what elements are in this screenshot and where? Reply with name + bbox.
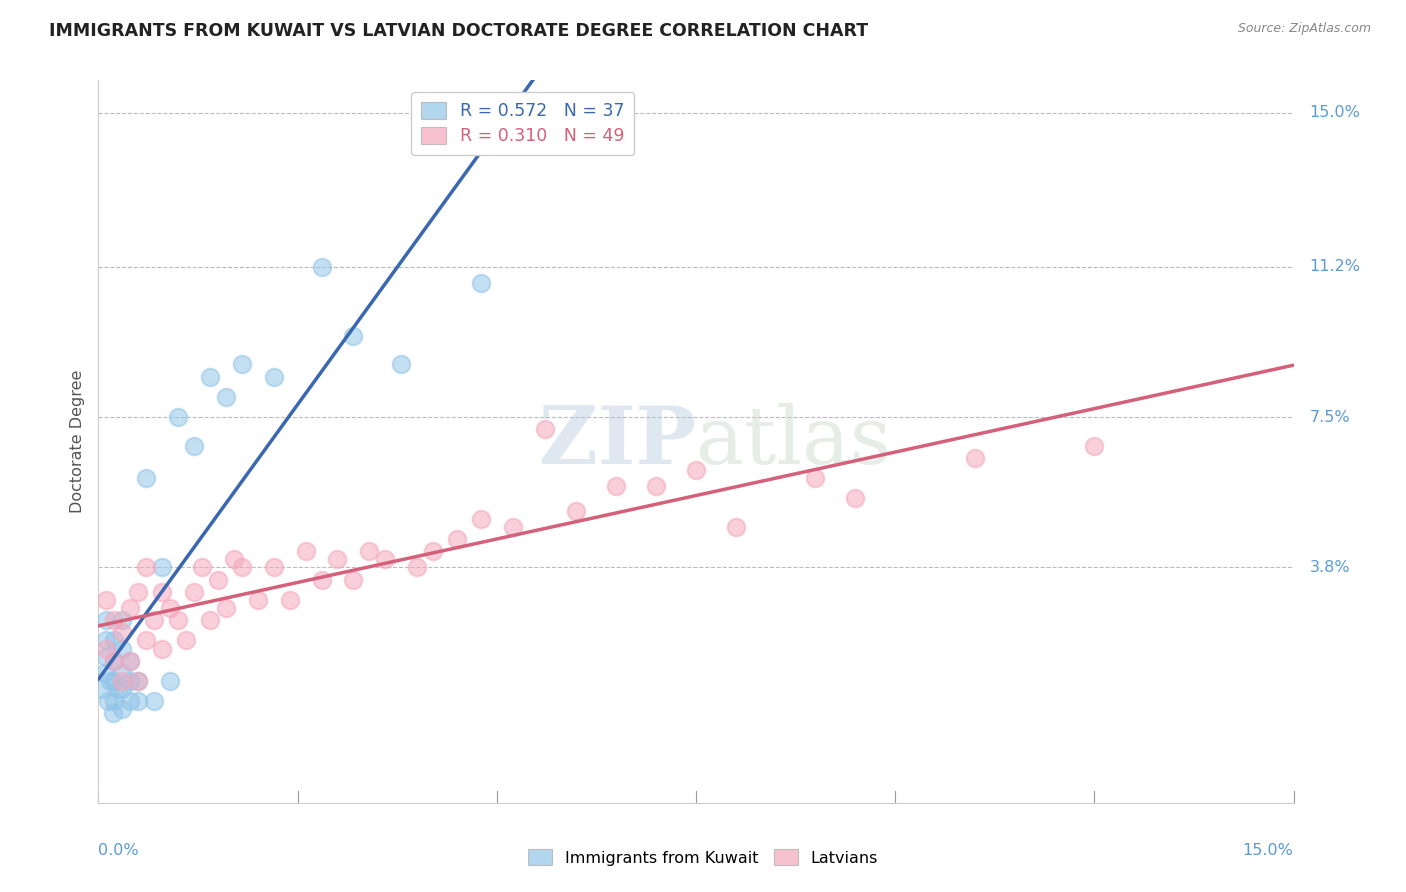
Point <box>198 369 221 384</box>
Legend: R = 0.572   N = 37, R = 0.310   N = 49: R = 0.572 N = 37, R = 0.310 N = 49 <box>412 92 634 155</box>
Point <box>111 613 134 627</box>
Point <box>127 694 149 708</box>
Text: 11.2%: 11.2% <box>1309 260 1361 275</box>
Point <box>135 560 157 574</box>
Point <box>724 520 747 534</box>
Point <box>191 560 214 574</box>
Point <box>326 552 349 566</box>
Point <box>127 584 149 599</box>
Point <box>120 694 142 708</box>
Point <box>111 625 134 640</box>
Point <box>198 613 221 627</box>
Point <box>183 584 205 599</box>
Point <box>98 673 122 688</box>
Point <box>231 358 253 372</box>
Point <box>111 702 134 716</box>
Point <box>135 471 157 485</box>
Point <box>311 573 333 587</box>
Point <box>120 673 142 688</box>
Point <box>101 706 124 721</box>
Text: ZIP: ZIP <box>538 402 696 481</box>
Point <box>96 641 118 656</box>
Point <box>120 654 142 668</box>
Point <box>103 654 125 668</box>
Point <box>111 682 134 697</box>
Point <box>263 369 285 384</box>
Point <box>685 463 707 477</box>
Point <box>143 613 166 627</box>
Point <box>150 560 173 574</box>
Point <box>135 633 157 648</box>
Y-axis label: Doctorate Degree: Doctorate Degree <box>69 370 84 513</box>
Point <box>96 649 118 664</box>
Point <box>215 390 238 404</box>
Point <box>96 592 118 607</box>
Point <box>804 471 827 485</box>
Point <box>111 665 134 680</box>
Point <box>963 450 986 465</box>
Text: Source: ZipAtlas.com: Source: ZipAtlas.com <box>1237 22 1371 36</box>
Point <box>103 694 125 708</box>
Point <box>231 560 253 574</box>
Text: 7.5%: 7.5% <box>1309 409 1350 425</box>
Text: IMMIGRANTS FROM KUWAIT VS LATVIAN DOCTORATE DEGREE CORRELATION CHART: IMMIGRANTS FROM KUWAIT VS LATVIAN DOCTOR… <box>49 22 869 40</box>
Point <box>246 592 269 607</box>
Point <box>844 491 866 506</box>
Point <box>645 479 668 493</box>
Point <box>96 633 118 648</box>
Point <box>565 503 588 517</box>
Point <box>342 573 364 587</box>
Point <box>406 560 429 574</box>
Point <box>120 601 142 615</box>
Text: atlas: atlas <box>696 402 891 481</box>
Point <box>174 633 197 648</box>
Point <box>97 694 120 708</box>
Point <box>127 673 149 688</box>
Point <box>167 410 190 425</box>
Point <box>422 544 444 558</box>
Point <box>94 665 117 680</box>
Point <box>167 613 190 627</box>
Point <box>502 520 524 534</box>
Point <box>470 277 492 291</box>
Text: 15.0%: 15.0% <box>1243 844 1294 858</box>
Point <box>1083 439 1105 453</box>
Point <box>103 633 125 648</box>
Point <box>222 552 245 566</box>
Point <box>311 260 333 274</box>
Point <box>143 694 166 708</box>
Point <box>103 654 125 668</box>
Point <box>207 573 229 587</box>
Point <box>183 439 205 453</box>
Point <box>446 532 468 546</box>
Point <box>342 329 364 343</box>
Point <box>605 479 627 493</box>
Point <box>294 544 316 558</box>
Point <box>150 584 173 599</box>
Text: 3.8%: 3.8% <box>1309 560 1350 574</box>
Point <box>107 682 129 697</box>
Point <box>159 673 181 688</box>
Point <box>278 592 301 607</box>
Text: 0.0%: 0.0% <box>98 844 139 858</box>
Point <box>111 641 134 656</box>
Point <box>389 358 412 372</box>
Point <box>127 673 149 688</box>
Text: 15.0%: 15.0% <box>1309 105 1361 120</box>
Point <box>150 641 173 656</box>
Point <box>91 682 114 697</box>
Point <box>215 601 238 615</box>
Point <box>103 673 125 688</box>
Point <box>96 613 118 627</box>
Point <box>111 673 134 688</box>
Point <box>359 544 381 558</box>
Point <box>120 654 142 668</box>
Point <box>103 613 125 627</box>
Point <box>263 560 285 574</box>
Point <box>159 601 181 615</box>
Legend: Immigrants from Kuwait, Latvians: Immigrants from Kuwait, Latvians <box>519 839 887 875</box>
Point <box>374 552 396 566</box>
Point <box>533 422 555 436</box>
Point <box>470 511 492 525</box>
